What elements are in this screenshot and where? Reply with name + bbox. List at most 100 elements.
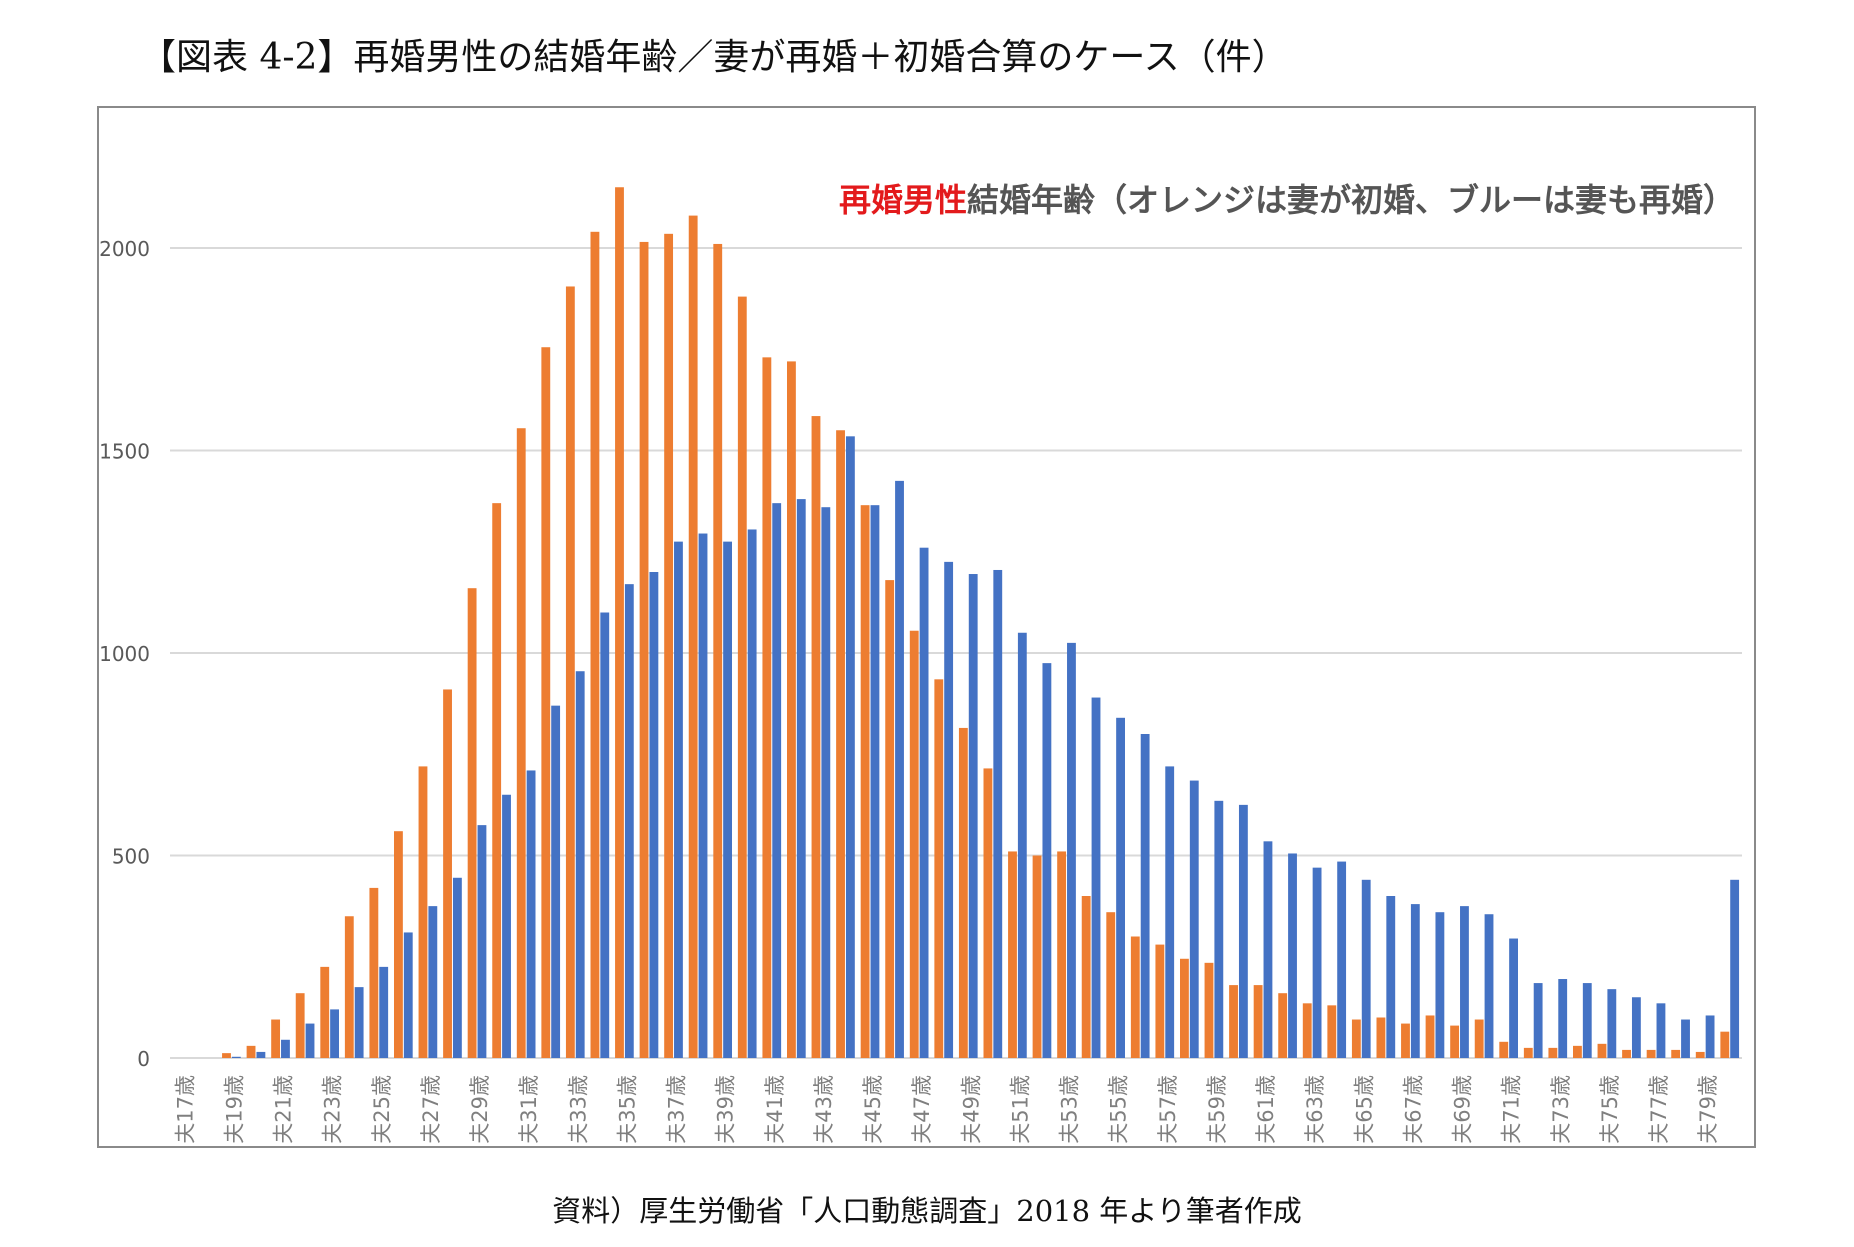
bar-wife-first-marriage — [516, 428, 526, 1059]
bar-wife-first-marriage — [885, 580, 895, 1058]
bar-wife-first-marriage — [811, 416, 821, 1058]
bar-wife-remarriage — [1091, 697, 1101, 1058]
x-tick-label: 夫35歳 — [615, 1075, 639, 1144]
bar-wife-remarriage — [1042, 663, 1052, 1058]
bar-wife-remarriage — [919, 547, 929, 1058]
bar-wife-remarriage — [1337, 861, 1347, 1058]
bar-wife-remarriage — [968, 574, 978, 1058]
bar-wife-first-marriage — [1622, 1049, 1631, 1058]
bar-wife-first-marriage — [1523, 1047, 1533, 1058]
bar-wife-first-marriage — [443, 689, 452, 1058]
x-tick-label: 夫43歳 — [812, 1075, 836, 1144]
bar-wife-first-marriage — [344, 916, 354, 1058]
bar-wife-remarriage — [1582, 983, 1592, 1058]
x-tick-label: 夫71歳 — [1500, 1075, 1524, 1144]
x-tick-label: 夫37歳 — [665, 1075, 689, 1144]
bar-wife-first-marriage — [860, 505, 870, 1058]
bar-wife-remarriage — [649, 572, 659, 1058]
bar-wife-first-marriage — [1646, 1049, 1656, 1058]
bar-wife-first-marriage — [295, 993, 305, 1058]
x-tick-label: 夫65歳 — [1352, 1075, 1376, 1144]
bar-wife-remarriage — [526, 770, 536, 1058]
bar-wife-remarriage — [1288, 853, 1297, 1058]
bar-wife-first-marriage — [787, 361, 796, 1058]
bar-wife-first-marriage — [713, 243, 723, 1058]
bar-wife-remarriage — [1681, 1019, 1690, 1058]
gridlines — [170, 247, 1742, 1059]
bar-wife-first-marriage — [639, 241, 649, 1059]
bar-wife-remarriage — [1361, 879, 1371, 1058]
x-tick-label: 夫17歳 — [173, 1075, 197, 1144]
bar-wife-remarriage — [452, 877, 462, 1058]
x-tick-label: 夫41歳 — [763, 1075, 787, 1144]
bar-wife-remarriage — [624, 584, 634, 1058]
bar-wife-remarriage — [944, 561, 954, 1058]
bar-wife-remarriage — [379, 966, 389, 1058]
x-tick-label: 夫73歳 — [1549, 1075, 1573, 1144]
bar-wife-remarriage — [1165, 766, 1175, 1058]
bar-wife-first-marriage — [1032, 855, 1042, 1058]
bar-wife-remarriage — [1484, 914, 1494, 1058]
bar-wife-remarriage — [403, 932, 413, 1058]
bar-wife-first-marriage — [1425, 1015, 1435, 1058]
bar-wife-first-marriage — [1229, 985, 1238, 1058]
bar-wife-remarriage — [698, 533, 708, 1058]
x-tick-label: 夫75歳 — [1598, 1075, 1622, 1144]
bar-wife-remarriage — [1312, 867, 1322, 1058]
y-axis-ticks: 0 500 1000 1500 2000 — [99, 237, 150, 1071]
bar-wife-first-marriage — [1302, 1003, 1312, 1058]
bar-wife-remarriage — [1730, 879, 1740, 1058]
x-tick-label: 夫45歳 — [861, 1075, 885, 1144]
bar-wife-first-marriage — [222, 1053, 231, 1058]
bar-wife-first-marriage — [1081, 896, 1091, 1058]
x-tick-label: 夫67歳 — [1401, 1075, 1425, 1144]
bar-wife-first-marriage — [1180, 958, 1189, 1058]
x-tick-label: 夫23歳 — [321, 1075, 345, 1144]
bar-wife-first-marriage — [909, 630, 919, 1058]
bar-wife-first-marriage — [1130, 936, 1140, 1058]
bar-wife-first-marriage — [1057, 851, 1067, 1058]
bar-wife-remarriage — [256, 1051, 266, 1058]
bar-wife-remarriage — [870, 505, 880, 1058]
bar-wife-remarriage — [1238, 804, 1248, 1058]
bar-wife-first-marriage — [615, 187, 624, 1058]
y-tick-label: 2000 — [99, 237, 150, 261]
bar-wife-first-marriage — [958, 727, 968, 1058]
y-tick-label: 1000 — [99, 642, 150, 666]
bar-wife-remarriage — [674, 541, 683, 1058]
x-tick-label: 夫77歳 — [1647, 1075, 1671, 1144]
bar-wife-first-marriage — [737, 296, 747, 1059]
bar-wife-remarriage — [723, 541, 732, 1058]
x-tick-label: 夫39歳 — [714, 1075, 738, 1144]
bar-wife-first-marriage — [246, 1045, 256, 1058]
bar-wife-remarriage — [551, 705, 561, 1058]
x-tick-label: 夫53歳 — [1058, 1075, 1082, 1144]
x-tick-label: 夫27歳 — [419, 1075, 443, 1144]
x-tick-label: 夫21歳 — [272, 1075, 296, 1144]
chart-title-part: 再婚男性 — [839, 181, 967, 219]
bar-wife-remarriage — [747, 529, 757, 1058]
bar-wife-remarriage — [1189, 780, 1199, 1058]
bar-wife-first-marriage — [467, 588, 477, 1058]
bar-wife-remarriage — [845, 436, 855, 1058]
bar-wife-first-marriage — [983, 768, 993, 1058]
bar-wife-first-marriage — [1695, 1051, 1705, 1058]
bar-wife-remarriage — [477, 825, 487, 1058]
bar-wife-remarriage — [1460, 906, 1469, 1058]
bar-wife-remarriage — [1386, 896, 1396, 1058]
bar-wife-first-marriage — [1597, 1043, 1607, 1058]
bar-wife-first-marriage — [1253, 985, 1263, 1058]
bar-wife-first-marriage — [1278, 993, 1288, 1058]
bar-wife-remarriage — [1533, 983, 1543, 1058]
bar-wife-remarriage — [821, 507, 831, 1058]
bar-wife-first-marriage — [492, 503, 502, 1058]
x-tick-label: 夫51歳 — [1008, 1075, 1032, 1144]
bar-wife-first-marriage — [541, 347, 551, 1059]
bar-wife-first-marriage — [1351, 1019, 1361, 1058]
bar-wife-first-marriage — [565, 286, 575, 1059]
y-tick-label: 0 — [137, 1047, 150, 1071]
bar-wife-first-marriage — [1499, 1041, 1509, 1058]
bar-wife-first-marriage — [369, 887, 379, 1058]
x-tick-label: 夫31歳 — [517, 1075, 541, 1144]
bar-wife-remarriage — [1214, 800, 1224, 1058]
